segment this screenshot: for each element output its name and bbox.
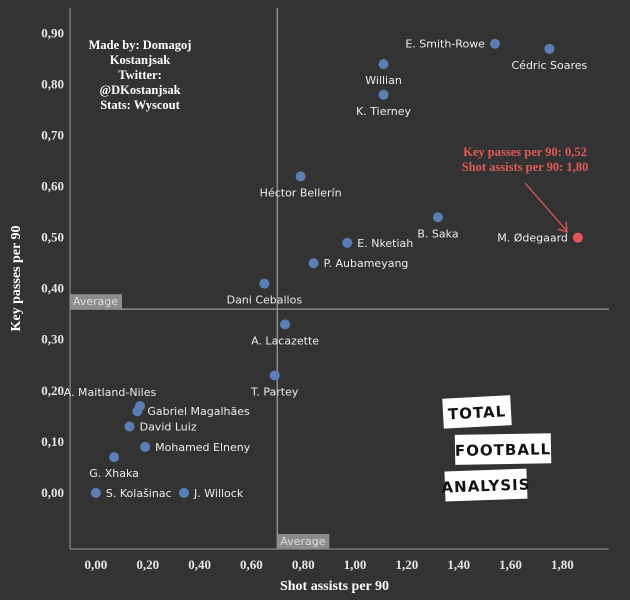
data-point (280, 319, 291, 330)
x-tick-label: 0,80 (292, 557, 315, 572)
data-point (544, 43, 555, 54)
data-point-label: E. Nketiah (357, 237, 413, 250)
data-point-label: K. Tierney (356, 105, 411, 118)
x-tick-label: 1,60 (499, 557, 522, 572)
x-axis-title: Shot assists per 90 (280, 579, 389, 594)
y-tick-label: 0,30 (41, 332, 64, 347)
data-point (269, 370, 280, 381)
logo-word-1: TOTAL (448, 402, 507, 423)
callout-arrowhead (557, 221, 568, 233)
data-point (489, 38, 500, 49)
x-average-label: Average (280, 535, 325, 548)
credit-line-3: Twitter: (118, 68, 162, 82)
data-point-label: T. Partey (250, 385, 299, 398)
data-point-label: J. Willock (193, 487, 244, 500)
data-point-label: Dani Ceballos (227, 294, 303, 307)
y-average-label-box (70, 294, 122, 310)
data-point-label: P. Aubameyang (324, 257, 409, 270)
logo-word-2: FOOTBALL (455, 440, 551, 460)
axes: 0,00 0,20 0,40 0,60 0,80 1,00 1,20 1,40 1,60 1,80… (9, 8, 609, 594)
data-point-label: A. Lacazette (251, 334, 319, 347)
data-point (378, 59, 389, 70)
data-point (179, 487, 190, 498)
y-tick-label: 0,90 (41, 26, 64, 41)
y-tick-label: 0,40 (41, 281, 64, 296)
y-tick-label: 0,60 (41, 179, 64, 194)
data-point-label: Gabriel Magalhães (147, 405, 250, 418)
credit-line-2: Kostanjsak (110, 53, 170, 67)
data-point-label: David Luiz (140, 421, 197, 434)
odegaard-callout: Key passes per 90: 0,52 Shot assists per… (462, 145, 589, 233)
y-tick-label: 0,70 (41, 128, 64, 143)
logo-tile-2 (454, 433, 552, 465)
x-tick-label: 0,00 (85, 557, 108, 572)
logo-word-3: ANALYSIS (441, 475, 531, 496)
data-point (308, 258, 319, 269)
data-point (90, 487, 101, 498)
data-point (378, 89, 389, 100)
data-point-label: Willian (365, 74, 402, 87)
x-tick-label: 1,00 (344, 557, 367, 572)
data-point-label: Mohamed Elneny (155, 441, 251, 454)
data-point (132, 406, 143, 417)
x-tick-label: 0,40 (188, 557, 211, 572)
data-point (432, 212, 443, 223)
data-point-label: G. Xhaka (89, 467, 139, 480)
data-point-label: Cédric Soares (512, 59, 588, 72)
data-point-label: Héctor Bellerín (260, 186, 342, 199)
data-point (140, 441, 151, 452)
y-tick-label: 0,10 (41, 434, 64, 449)
data-point (259, 278, 270, 289)
credit-line-5: Stats: Wyscout (100, 98, 180, 112)
y-tick-label: 0,50 (41, 230, 64, 245)
x-tick-label: 1,80 (551, 557, 574, 572)
data-point (572, 232, 583, 243)
data-point-label: A. Maitland-Niles (64, 386, 157, 399)
data-point (295, 171, 306, 182)
data-point-label: M. Ødegaard (497, 232, 568, 245)
data-points: E. Smith-Rowe Cédric Soares Willian K. Tier… (64, 38, 588, 500)
data-point-label: B. Saka (417, 227, 458, 240)
y-axis-title: Key passes per 90 (9, 226, 24, 332)
total-football-analysis-logo: TOTAL FOOTBALL ANALYSIS (441, 395, 552, 502)
x-tick-label: 1,20 (396, 557, 419, 572)
data-point (342, 237, 353, 248)
data-point-label: S. Kolašinac (106, 487, 172, 500)
logo-tile-3 (444, 468, 528, 502)
y-average-label: Average (73, 295, 118, 308)
data-point (109, 452, 120, 463)
y-tick-label: 0,80 (41, 77, 64, 92)
x-tick-label: 0,20 (136, 557, 159, 572)
data-point (124, 421, 135, 432)
callout-line-2: Shot assists per 90: 1,80 (462, 160, 589, 174)
y-tick-label: 0,00 (41, 485, 64, 500)
data-point-label: E. Smith-Rowe (405, 38, 485, 51)
y-tick-label: 0,20 (41, 383, 64, 398)
x-tick-label: 0,60 (240, 557, 263, 572)
logo-tile-1 (442, 395, 512, 429)
callout-line-1: Key passes per 90: 0,52 (463, 145, 587, 159)
credits-block: Made by: Domagoj Kostanjsak Twitter: @DK… (89, 38, 192, 112)
x-average-label-box (277, 534, 330, 549)
x-tick-label: 1,40 (447, 557, 470, 572)
average-lines: Average Average (70, 8, 609, 549)
callout-arrow-shaft (524, 182, 567, 231)
credit-line-4: @DKostanjsak (99, 83, 180, 97)
credit-line-1: Made by: Domagoj (89, 38, 192, 52)
